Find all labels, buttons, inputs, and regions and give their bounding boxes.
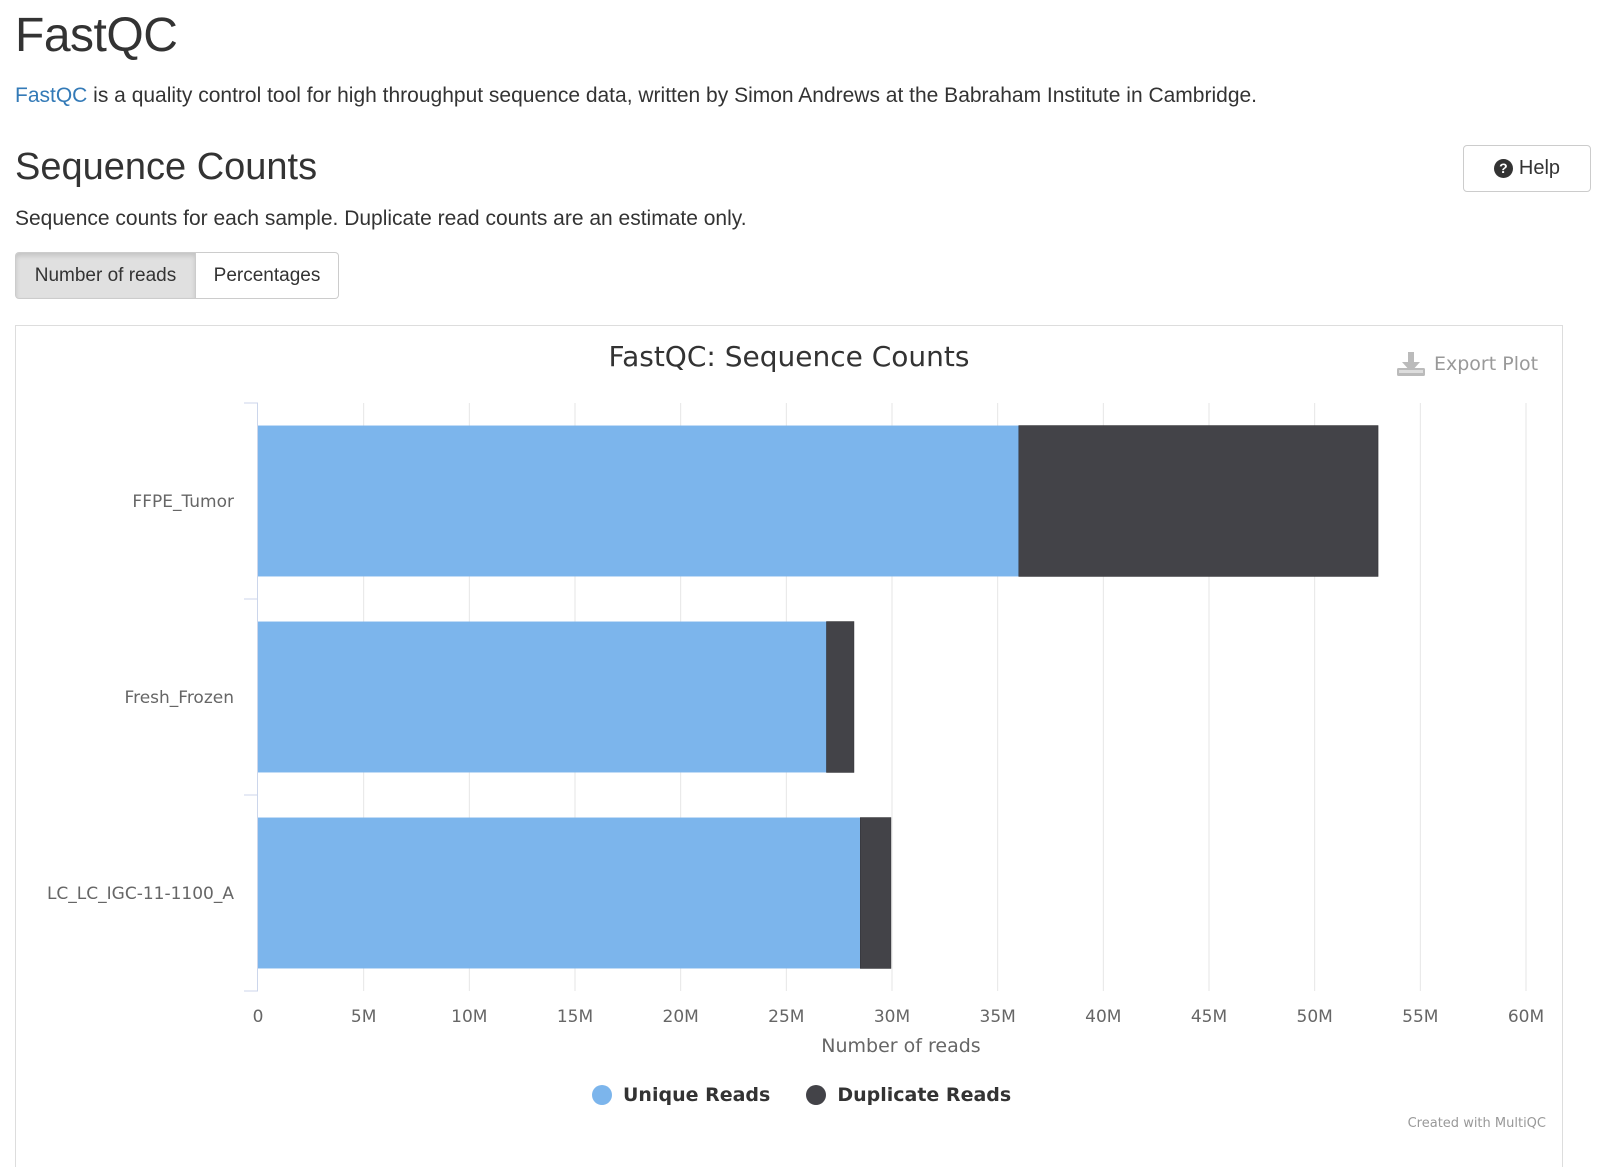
bar-duplicate-reads-2[interactable] [860, 817, 892, 969]
export-plot-button[interactable]: Export Plot [1396, 348, 1538, 380]
x-tick-label: 40M [1085, 1007, 1121, 1027]
x-tick-label: 25M [768, 1007, 804, 1027]
x-tick-label: 10M [451, 1007, 487, 1027]
section-description: Sequence counts for each sample. Duplica… [15, 207, 747, 230]
category-label: FFPE_Tumor [132, 492, 234, 512]
x-tick-label: 60M [1508, 1007, 1544, 1027]
plot-toggle-group: Number of reads Percentages [15, 252, 339, 299]
x-tick-label: 30M [874, 1007, 910, 1027]
legend-label-duplicate-reads: Duplicate Reads [837, 1084, 1012, 1106]
x-tick-label: 50M [1297, 1007, 1333, 1027]
bar-chart: 0 5M 10M 15M 20M 25M 30M 35M 40M 45M 50M 55M 60M FFPE… [47, 340, 1544, 1057]
bar-unique-reads-0[interactable] [258, 425, 1019, 577]
x-tick-label: 20M [663, 1007, 699, 1027]
chart-legend: Unique Reads Duplicate Reads [592, 1084, 1047, 1106]
bar-unique-reads-2[interactable] [258, 817, 861, 969]
help-label: Help [1518, 157, 1561, 179]
bars [258, 425, 1379, 969]
bar-unique-reads-1[interactable] [258, 621, 827, 773]
page-title: FastQC [15, 9, 178, 62]
legend-marker-unique-reads [592, 1085, 612, 1105]
fastqc-link[interactable]: FastQC [15, 84, 88, 107]
question-circle-icon: ? [1493, 159, 1513, 178]
category-label: LC_LC_IGC-11-1100_A [47, 884, 234, 904]
legend-marker-duplicate-reads [806, 1085, 827, 1105]
x-tick-label: 15M [557, 1007, 593, 1027]
x-axis-title: Number of reads [821, 1035, 980, 1057]
axis-labels: 0 5M 10M 15M 20M 25M 30M 35M 40M 45M 50M 55M 60M FFPE… [47, 492, 1544, 1027]
bar-duplicate-reads-0[interactable] [1018, 425, 1379, 577]
percentages-toggle[interactable]: Percentages [196, 252, 339, 299]
category-label: Fresh_Frozen [125, 688, 234, 708]
bar-duplicate-reads-1[interactable] [826, 621, 855, 773]
section-title: Sequence Counts [15, 146, 318, 188]
intro-text: FastQC is a quality control tool for hig… [15, 84, 1257, 108]
x-tick-label: 0 [253, 1007, 264, 1027]
x-tick-label: 35M [980, 1007, 1016, 1027]
legend-item-duplicate-reads[interactable]: Duplicate Reads [806, 1084, 1011, 1106]
help-button[interactable]: ? Help [1463, 145, 1591, 192]
x-tick-label: 45M [1191, 1007, 1227, 1027]
axes [244, 402, 258, 992]
legend-label-unique-reads: Unique Reads [623, 1084, 771, 1106]
legend-item-unique-reads[interactable]: Unique Reads [592, 1084, 770, 1106]
export-plot-label: Export Plot [1434, 353, 1539, 375]
plot-container: 0 5M 10M 15M 20M 25M 30M 35M 40M 45M 50M 55M 60M FFPE… [15, 325, 1563, 1167]
download-icon [1397, 352, 1425, 376]
x-tick-label: 5M [351, 1007, 376, 1027]
multiqc-credit: Created with MultiQC [1407, 1116, 1546, 1131]
number-of-reads-toggle[interactable]: Number of reads [15, 252, 196, 299]
intro-description: is a quality control tool for high throu… [87, 84, 1258, 107]
chart-title: FastQC: Sequence Counts [609, 340, 970, 373]
x-tick-label: 55M [1402, 1007, 1438, 1027]
